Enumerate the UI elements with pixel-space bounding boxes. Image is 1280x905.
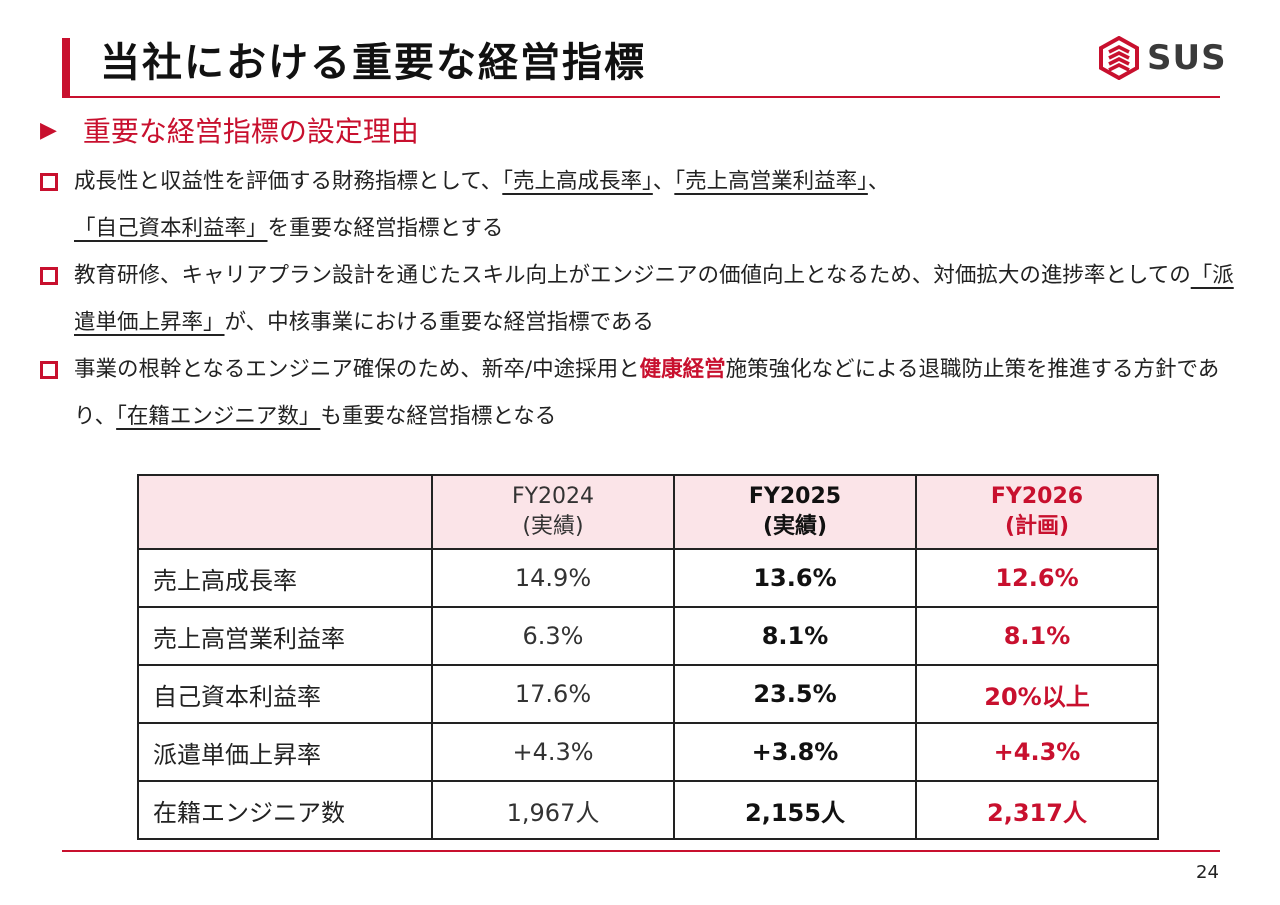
cell-fy2026: 2,317人: [915, 780, 1159, 840]
cell-fy2025: 8.1%: [673, 606, 917, 666]
table-row: 売上高成長率 14.9% 13.6% 12.6%: [137, 548, 1159, 608]
triangle-right-icon: ▶: [40, 117, 57, 143]
table-row: 自己資本利益率 17.6% 23.5% 20%以上: [137, 664, 1159, 724]
row-label: 売上高営業利益率: [137, 606, 433, 666]
header-cell-fy2026: FY2026 (計画): [915, 474, 1159, 550]
cell-fy2025: +3.8%: [673, 722, 917, 782]
cell-fy2024: +4.3%: [431, 722, 675, 782]
row-label: 派遣単価上昇率: [137, 722, 433, 782]
section-heading-text: 重要な経営指標の設定理由: [82, 115, 419, 148]
row-label: 自己資本利益率: [137, 664, 433, 724]
header-cell-fy2025: FY2025 (実績): [673, 474, 917, 550]
table-row: 在籍エンジニア数 1,967人 2,155人 2,317人: [137, 780, 1159, 840]
emphasis-text: 健康経営: [639, 357, 726, 382]
kpi-term: 「売上高営業利益率」: [674, 169, 868, 194]
bullet-text: が、中核事業における重要な経営指標である: [224, 310, 654, 335]
cell-fy2025: 23.5%: [673, 664, 917, 724]
bullet-text: を重要な経営指標とする: [267, 216, 504, 241]
bullet-text: も重要な経営指標となる: [320, 404, 557, 429]
section-heading: ▶ 重要な経営指標の設定理由: [40, 110, 419, 150]
footer-divider: [62, 850, 1220, 852]
cell-fy2026: 20%以上: [915, 664, 1159, 724]
bullet-item: 教育研修、キャリアプラン設計を通じたスキル向上がエンジニアの価値向上となるため、…: [38, 252, 1248, 346]
kpi-term: 「売上高成長率」: [502, 169, 653, 194]
square-bullet-icon: [40, 267, 58, 285]
kpi-table: FY2024 (実績) FY2025 (実績) FY2026 (計画) 売上高成長率 …: [137, 474, 1159, 840]
bullet-text: 事業の根幹となるエンジニア確保のため、新卒/中途採用と: [74, 357, 640, 382]
title-accent-bar: [62, 38, 70, 98]
bullet-item: 成長性と収益性を評価する財務指標として、「売上高成長率」、「売上高営業利益率」、…: [38, 158, 1248, 252]
kpi-term: 「派遣単価上昇率」: [74, 263, 1234, 335]
bullet-text: 成長性と収益性を評価する財務指標として、: [74, 169, 503, 194]
cell-fy2024: 14.9%: [431, 548, 675, 608]
bullet-text: 施策強化などによる退職防止策を推進する方針であり、: [74, 357, 1220, 429]
cell-fy2026: 8.1%: [915, 606, 1159, 666]
cell-fy2024: 6.3%: [431, 606, 675, 666]
company-logo: SUS: [1097, 36, 1227, 80]
table-row: 派遣単価上昇率 +4.3% +3.8% +4.3%: [137, 722, 1159, 782]
logo-text: SUS: [1147, 38, 1227, 78]
cell-fy2026: +4.3%: [915, 722, 1159, 782]
bullet-text: 、: [867, 169, 890, 194]
cell-fy2025: 2,155人: [673, 780, 917, 840]
kpi-term: 「自己資本利益率」: [74, 216, 268, 241]
table-header-row: FY2024 (実績) FY2025 (実績) FY2026 (計画): [137, 474, 1159, 550]
header-cell-fy2024: FY2024 (実績): [431, 474, 675, 550]
title-divider: [62, 96, 1220, 98]
header-cell-blank: [137, 474, 433, 550]
page-number: 24: [1196, 862, 1219, 883]
bullet-text: 教育研修、キャリアプラン設計を通じたスキル向上がエンジニアの価値向上となるため、…: [74, 263, 1191, 288]
row-label: 売上高成長率: [137, 548, 433, 608]
bullet-list: 成長性と収益性を評価する財務指標として、「売上高成長率」、「売上高営業利益率」、…: [38, 158, 1248, 440]
square-bullet-icon: [40, 173, 58, 191]
bullet-item: 事業の根幹となるエンジニア確保のため、新卒/中途採用と健康経営施策強化などによる…: [38, 346, 1248, 440]
cell-fy2026: 12.6%: [915, 548, 1159, 608]
kpi-term: 「在籍エンジニア数」: [116, 404, 321, 429]
square-bullet-icon: [40, 361, 58, 379]
cell-fy2024: 17.6%: [431, 664, 675, 724]
sus-logo-icon: [1099, 36, 1139, 80]
table-row: 売上高営業利益率 6.3% 8.1% 8.1%: [137, 606, 1159, 666]
row-label: 在籍エンジニア数: [137, 780, 433, 840]
cell-fy2024: 1,967人: [431, 780, 675, 840]
page-title: 当社における重要な経営指標: [100, 40, 646, 86]
cell-fy2025: 13.6%: [673, 548, 917, 608]
bullet-text: 、: [652, 169, 675, 194]
